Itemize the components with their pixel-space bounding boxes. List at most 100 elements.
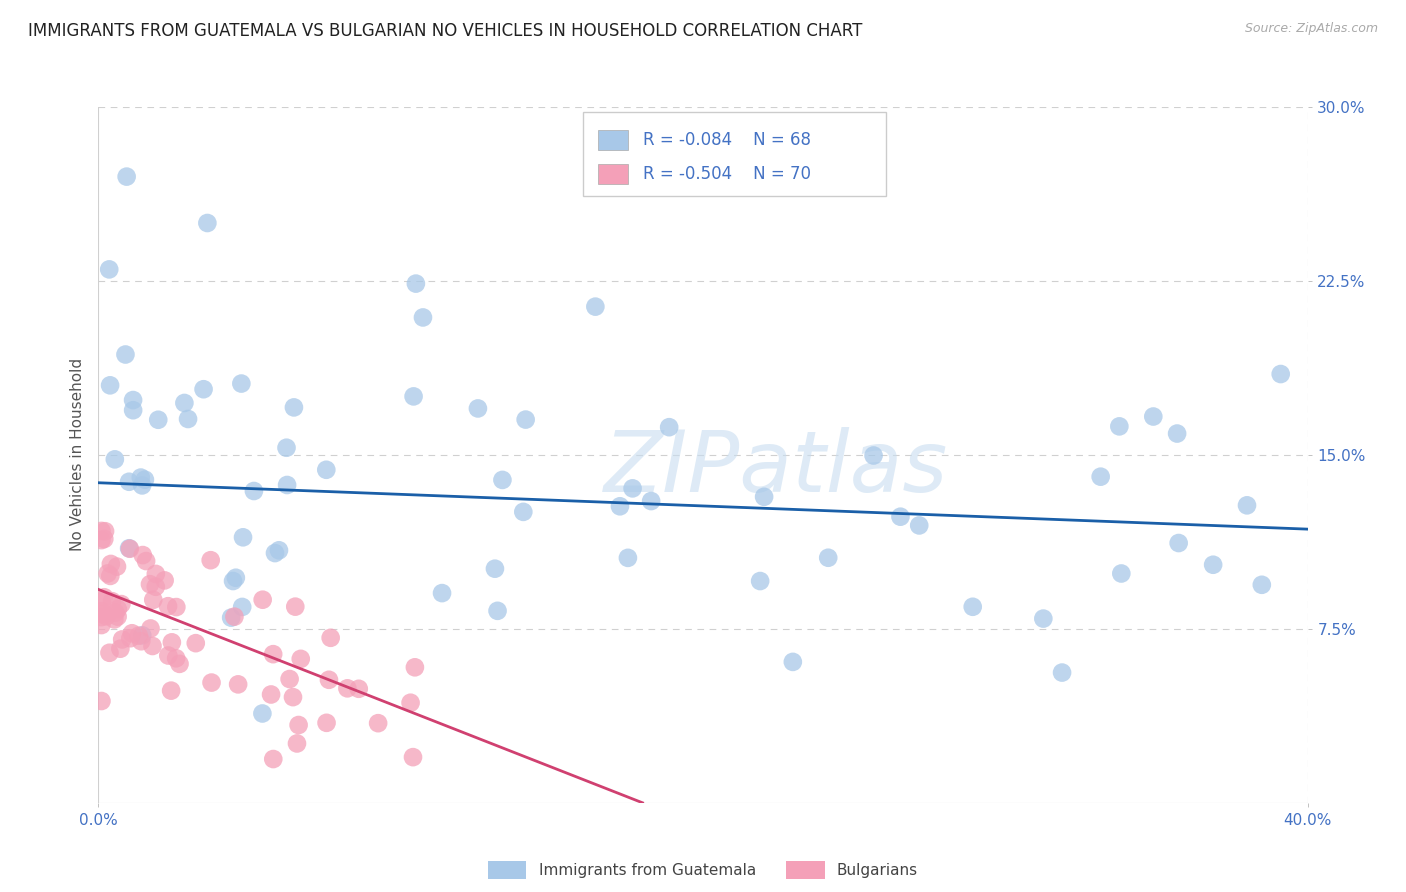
Point bbox=[782, 655, 804, 669]
Point bbox=[262, 647, 284, 661]
Point bbox=[484, 562, 506, 576]
Point bbox=[267, 543, 290, 558]
Point bbox=[157, 648, 180, 663]
Point bbox=[232, 530, 254, 544]
Point bbox=[90, 610, 112, 624]
Point bbox=[90, 618, 112, 632]
Point bbox=[145, 566, 167, 581]
Point bbox=[93, 591, 115, 605]
Point bbox=[97, 566, 120, 581]
Point bbox=[200, 675, 222, 690]
Point bbox=[135, 554, 157, 568]
Point bbox=[90, 524, 112, 538]
Point bbox=[262, 752, 284, 766]
Point bbox=[609, 500, 631, 514]
Point bbox=[1250, 578, 1272, 592]
Point bbox=[908, 518, 931, 533]
Point bbox=[177, 412, 200, 426]
Point bbox=[1166, 426, 1188, 441]
Point bbox=[145, 580, 167, 594]
Point bbox=[283, 401, 305, 415]
Point bbox=[131, 628, 153, 642]
Point bbox=[225, 571, 247, 585]
Point bbox=[1236, 499, 1258, 513]
Point bbox=[148, 413, 170, 427]
Point bbox=[222, 574, 245, 588]
Point bbox=[160, 635, 183, 649]
Point bbox=[139, 577, 162, 591]
Point bbox=[104, 606, 127, 620]
Point bbox=[141, 639, 163, 653]
Point bbox=[110, 641, 132, 656]
Point bbox=[491, 473, 513, 487]
Point bbox=[165, 651, 187, 665]
Point bbox=[281, 690, 304, 705]
Point bbox=[817, 550, 839, 565]
Point bbox=[862, 449, 884, 463]
Point bbox=[1202, 558, 1225, 572]
Point bbox=[347, 681, 370, 696]
Point bbox=[336, 681, 359, 696]
Point bbox=[107, 602, 129, 616]
Text: IMMIGRANTS FROM GUATEMALA VS BULGARIAN NO VEHICLES IN HOUSEHOLD CORRELATION CHAR: IMMIGRANTS FROM GUATEMALA VS BULGARIAN N… bbox=[28, 22, 862, 40]
Point bbox=[120, 631, 142, 645]
Point bbox=[103, 612, 125, 626]
Point bbox=[184, 636, 207, 650]
Point bbox=[315, 715, 337, 730]
Point bbox=[107, 609, 129, 624]
Point bbox=[1142, 409, 1164, 424]
Point bbox=[157, 599, 180, 614]
Point bbox=[752, 490, 775, 504]
Point bbox=[1108, 419, 1130, 434]
Point bbox=[122, 392, 145, 407]
Point bbox=[1111, 566, 1133, 581]
Point bbox=[889, 509, 911, 524]
Point bbox=[100, 557, 122, 571]
Point bbox=[90, 694, 112, 708]
Point bbox=[402, 389, 425, 403]
Point bbox=[118, 541, 141, 556]
Text: R = -0.504    N = 70: R = -0.504 N = 70 bbox=[643, 165, 810, 183]
Point bbox=[114, 347, 136, 361]
Point bbox=[121, 626, 143, 640]
Point bbox=[101, 594, 124, 608]
Point bbox=[1032, 611, 1054, 625]
Point bbox=[93, 532, 115, 546]
Point bbox=[122, 403, 145, 417]
Point bbox=[260, 688, 283, 702]
Point bbox=[105, 559, 128, 574]
Point bbox=[243, 483, 266, 498]
Point bbox=[285, 736, 308, 750]
Point bbox=[290, 652, 312, 666]
Point bbox=[231, 376, 253, 391]
Point bbox=[318, 673, 340, 687]
Point bbox=[142, 592, 165, 607]
Point bbox=[195, 216, 218, 230]
Point bbox=[129, 470, 152, 484]
Point bbox=[131, 478, 153, 492]
Point bbox=[284, 599, 307, 614]
Point bbox=[402, 750, 425, 764]
Point bbox=[111, 632, 134, 647]
Point bbox=[1050, 665, 1073, 680]
Point bbox=[621, 481, 644, 495]
Point bbox=[94, 524, 117, 539]
Point bbox=[110, 597, 132, 611]
Point bbox=[173, 396, 195, 410]
Point bbox=[315, 463, 337, 477]
Point bbox=[583, 300, 606, 314]
Point bbox=[512, 505, 534, 519]
Point bbox=[515, 412, 537, 426]
Point bbox=[115, 169, 138, 184]
Point bbox=[412, 310, 434, 325]
Point bbox=[486, 604, 509, 618]
Point bbox=[169, 657, 191, 671]
Point bbox=[276, 478, 298, 492]
Point bbox=[104, 452, 127, 467]
Point bbox=[1090, 469, 1112, 483]
Point bbox=[1270, 367, 1292, 381]
Point bbox=[118, 475, 141, 489]
Text: R = -0.084    N = 68: R = -0.084 N = 68 bbox=[643, 131, 810, 149]
Point bbox=[160, 683, 183, 698]
Point bbox=[90, 604, 112, 618]
